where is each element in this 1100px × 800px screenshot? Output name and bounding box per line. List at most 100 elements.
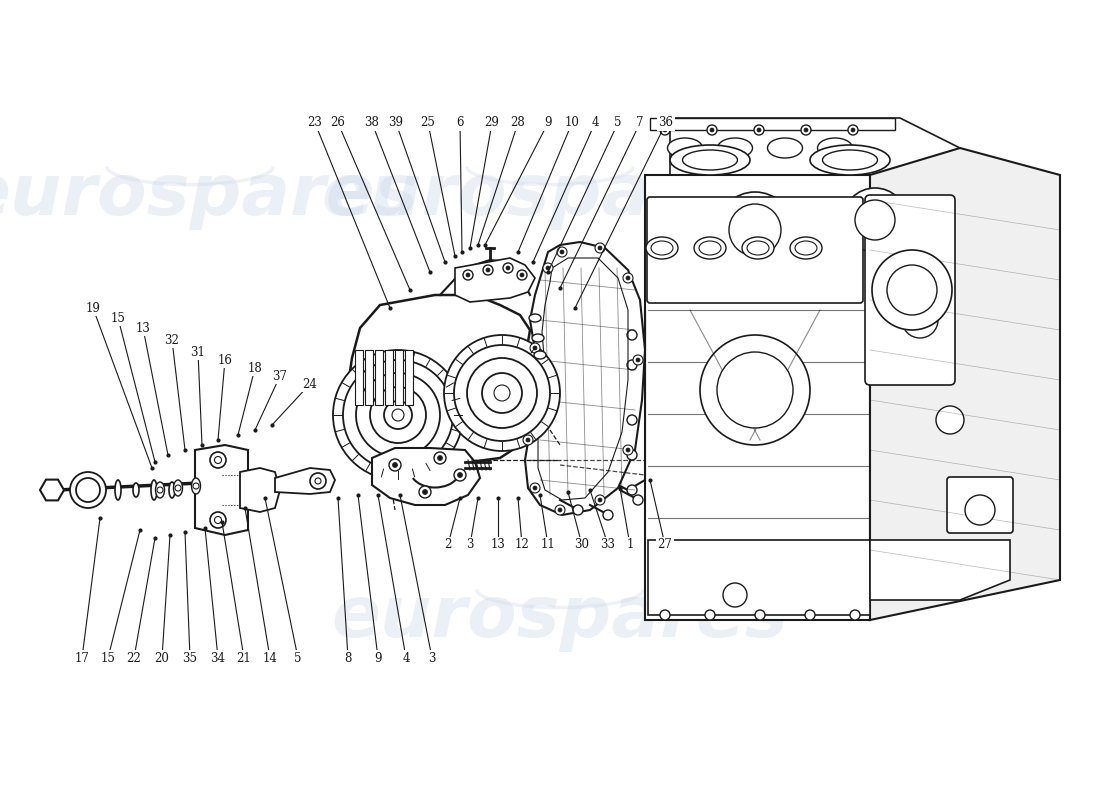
Text: eurospares: eurospares bbox=[331, 583, 789, 653]
Circle shape bbox=[458, 473, 462, 478]
Circle shape bbox=[520, 273, 524, 277]
Polygon shape bbox=[670, 118, 960, 200]
Text: 13: 13 bbox=[491, 538, 505, 551]
Circle shape bbox=[192, 483, 199, 489]
Circle shape bbox=[76, 478, 100, 502]
Polygon shape bbox=[40, 480, 64, 500]
Circle shape bbox=[757, 128, 761, 132]
Circle shape bbox=[595, 243, 605, 253]
Text: 26: 26 bbox=[331, 117, 345, 130]
Circle shape bbox=[444, 335, 560, 451]
Polygon shape bbox=[195, 445, 248, 535]
Ellipse shape bbox=[694, 237, 726, 259]
Ellipse shape bbox=[532, 334, 544, 342]
Circle shape bbox=[717, 352, 793, 428]
Polygon shape bbox=[870, 540, 1010, 600]
Polygon shape bbox=[870, 148, 1060, 620]
Circle shape bbox=[210, 452, 225, 468]
Polygon shape bbox=[645, 175, 870, 620]
Text: 15: 15 bbox=[111, 311, 125, 325]
Ellipse shape bbox=[534, 351, 546, 359]
Text: 24: 24 bbox=[302, 378, 318, 390]
Text: 23: 23 bbox=[308, 117, 322, 130]
Ellipse shape bbox=[747, 241, 769, 255]
Text: 18: 18 bbox=[248, 362, 263, 374]
Ellipse shape bbox=[668, 138, 703, 158]
Text: 31: 31 bbox=[190, 346, 206, 358]
Text: 10: 10 bbox=[564, 117, 580, 130]
Circle shape bbox=[936, 406, 964, 434]
Circle shape bbox=[454, 469, 466, 481]
Circle shape bbox=[627, 415, 637, 425]
Circle shape bbox=[705, 610, 715, 620]
Text: 35: 35 bbox=[183, 651, 198, 665]
Text: 6: 6 bbox=[456, 117, 464, 130]
Circle shape bbox=[872, 250, 952, 330]
Circle shape bbox=[954, 484, 986, 516]
Circle shape bbox=[843, 188, 908, 252]
Circle shape bbox=[356, 373, 440, 457]
Text: 2: 2 bbox=[444, 538, 452, 551]
Circle shape bbox=[805, 610, 815, 620]
Circle shape bbox=[623, 445, 632, 455]
Circle shape bbox=[710, 128, 714, 132]
Text: 37: 37 bbox=[273, 370, 287, 382]
Text: 17: 17 bbox=[75, 651, 89, 665]
Text: 3: 3 bbox=[428, 651, 436, 665]
Circle shape bbox=[557, 247, 566, 257]
Circle shape bbox=[494, 385, 510, 401]
Circle shape bbox=[556, 505, 565, 515]
Circle shape bbox=[660, 610, 670, 620]
Circle shape bbox=[543, 263, 553, 273]
Circle shape bbox=[573, 505, 583, 515]
Text: 14: 14 bbox=[263, 651, 277, 665]
Text: 7: 7 bbox=[636, 117, 644, 130]
Circle shape bbox=[503, 263, 513, 273]
Circle shape bbox=[214, 517, 221, 523]
Polygon shape bbox=[372, 448, 480, 505]
Text: 38: 38 bbox=[364, 117, 380, 130]
Ellipse shape bbox=[717, 138, 752, 158]
Circle shape bbox=[598, 498, 602, 502]
Ellipse shape bbox=[817, 138, 852, 158]
Text: 3: 3 bbox=[466, 538, 474, 551]
Circle shape bbox=[315, 478, 321, 484]
Circle shape bbox=[632, 355, 644, 365]
Circle shape bbox=[419, 486, 431, 498]
FancyBboxPatch shape bbox=[947, 477, 1013, 533]
Circle shape bbox=[627, 360, 637, 370]
Text: 9: 9 bbox=[374, 651, 382, 665]
Circle shape bbox=[560, 250, 564, 254]
Circle shape bbox=[483, 265, 493, 275]
Circle shape bbox=[389, 459, 402, 471]
Text: 11: 11 bbox=[540, 538, 556, 551]
Polygon shape bbox=[240, 468, 280, 512]
Circle shape bbox=[422, 490, 428, 494]
Text: 30: 30 bbox=[574, 538, 590, 551]
Text: 9: 9 bbox=[544, 117, 552, 130]
Circle shape bbox=[454, 345, 550, 441]
Polygon shape bbox=[348, 295, 544, 462]
Text: eurospares: eurospares bbox=[0, 161, 418, 230]
Circle shape bbox=[804, 128, 808, 132]
Circle shape bbox=[755, 610, 764, 620]
Ellipse shape bbox=[97, 482, 103, 498]
Circle shape bbox=[801, 125, 811, 135]
Text: 28: 28 bbox=[510, 117, 526, 130]
Bar bbox=[650, 118, 895, 130]
Ellipse shape bbox=[698, 241, 720, 255]
Text: 32: 32 bbox=[165, 334, 179, 346]
Bar bbox=[405, 350, 412, 405]
Ellipse shape bbox=[174, 480, 183, 496]
Ellipse shape bbox=[651, 241, 673, 255]
Text: 8: 8 bbox=[344, 651, 352, 665]
Text: eurospares: eurospares bbox=[321, 161, 779, 230]
Circle shape bbox=[310, 473, 326, 489]
Ellipse shape bbox=[795, 241, 817, 255]
Polygon shape bbox=[525, 242, 645, 515]
Circle shape bbox=[210, 512, 225, 528]
Ellipse shape bbox=[169, 482, 175, 498]
Circle shape bbox=[486, 268, 490, 272]
Text: 19: 19 bbox=[86, 302, 100, 314]
Circle shape bbox=[392, 409, 404, 421]
